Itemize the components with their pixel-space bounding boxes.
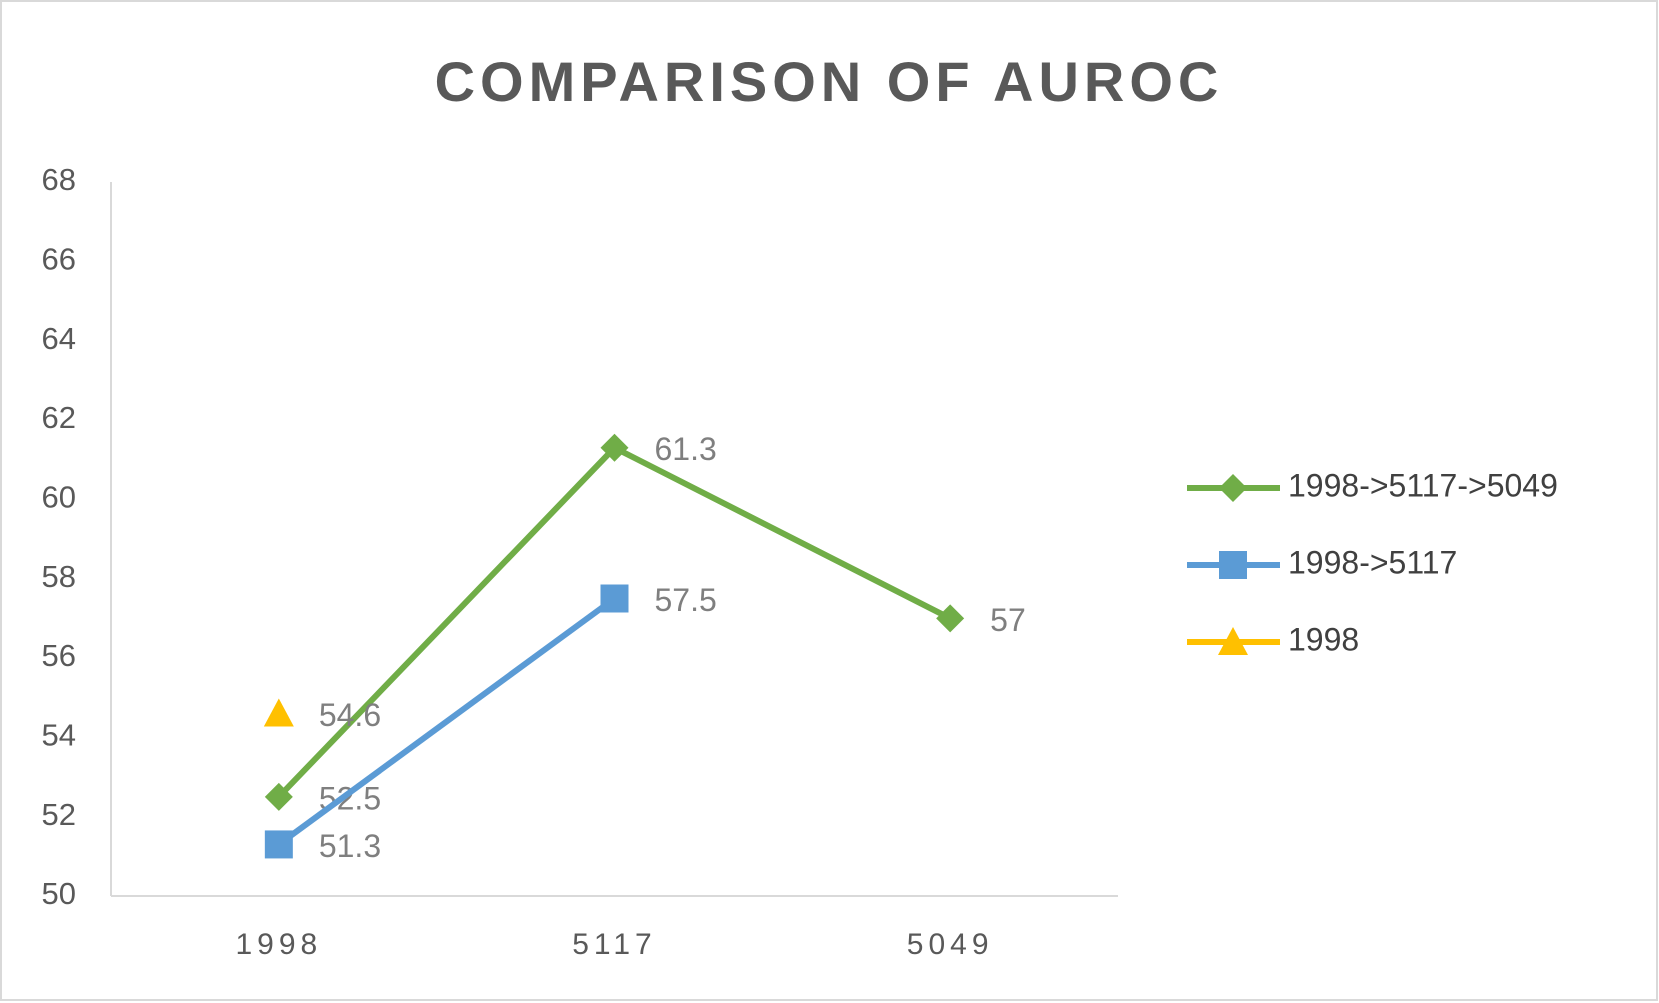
y-tick-label: 68 — [42, 162, 76, 197]
legend-marker — [1219, 551, 1247, 579]
legend-marker — [1219, 474, 1247, 502]
data-point — [600, 584, 629, 613]
y-tick-label: 64 — [42, 321, 76, 356]
chart-title: COMPARISON OF AUROC — [435, 50, 1224, 113]
data-point — [263, 698, 294, 727]
y-tick-label: 52 — [42, 797, 76, 832]
y-tick-label: 60 — [42, 480, 76, 515]
legend-label: 1998->5117 — [1288, 544, 1457, 580]
legend-marker — [1218, 627, 1248, 655]
y-tick-label: 66 — [42, 242, 76, 277]
series-line — [277, 596, 617, 847]
data-point — [264, 830, 293, 859]
data-point — [600, 433, 629, 462]
y-tick-label: 54 — [42, 718, 76, 753]
legend-label: 1998->5117->5049 — [1288, 467, 1558, 503]
data-label: 54.6 — [319, 697, 381, 733]
y-tick-label: 56 — [42, 638, 76, 673]
data-point — [936, 604, 965, 633]
data-label: 57 — [990, 602, 1026, 638]
x-tick-label: 5049 — [907, 928, 994, 961]
y-tick-label: 62 — [42, 400, 76, 435]
data-point — [264, 782, 293, 811]
data-label: 57.5 — [655, 582, 717, 618]
y-tick-label: 50 — [42, 876, 76, 911]
data-label: 61.3 — [655, 431, 717, 467]
legend-label: 1998 — [1288, 621, 1359, 657]
data-label: 51.3 — [319, 828, 381, 864]
x-tick-label: 1998 — [235, 928, 322, 961]
y-tick-label: 58 — [42, 559, 76, 594]
x-tick-label: 5117 — [572, 928, 657, 961]
